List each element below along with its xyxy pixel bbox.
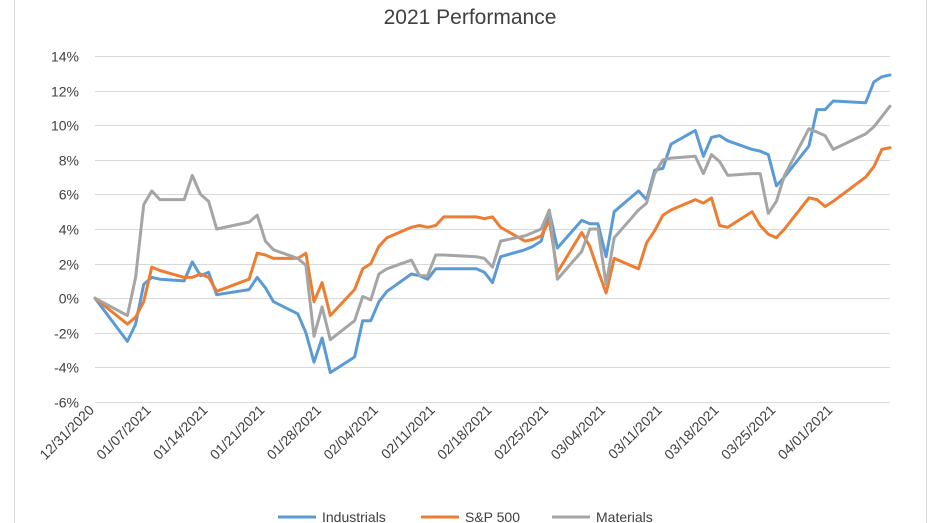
series-line-2 [93, 104, 892, 342]
gridlines [95, 56, 890, 403]
legend: Industrials S&P 500 Materials [278, 509, 653, 523]
y-tick-label: 8% [59, 153, 79, 169]
series-line-0 [93, 73, 892, 375]
y-tick-label: 12% [51, 84, 79, 100]
y-tick-label: 2% [59, 257, 79, 273]
legend-label: S&P 500 [465, 509, 520, 523]
y-tick-label: 10% [51, 118, 79, 134]
y-tick-label: 0% [59, 291, 79, 307]
y-tick-label: 14% [51, 49, 79, 65]
legend-label: Industrials [322, 509, 386, 523]
series-lines [93, 73, 892, 375]
legend-label: Materials [596, 509, 653, 523]
y-tick-label: -6% [54, 395, 79, 411]
y-tick-label: -4% [54, 360, 79, 376]
y-tick-label: 6% [59, 187, 79, 203]
series-line-1 [93, 146, 892, 326]
y-tick-label: 4% [59, 222, 79, 238]
chart-title: 2021 Performance [384, 6, 557, 29]
y-tick-label: -2% [54, 326, 79, 342]
y-axis: -6% -4% -2% 0% 2% 4% 6% 8% 10% 12% 14% [51, 49, 79, 411]
